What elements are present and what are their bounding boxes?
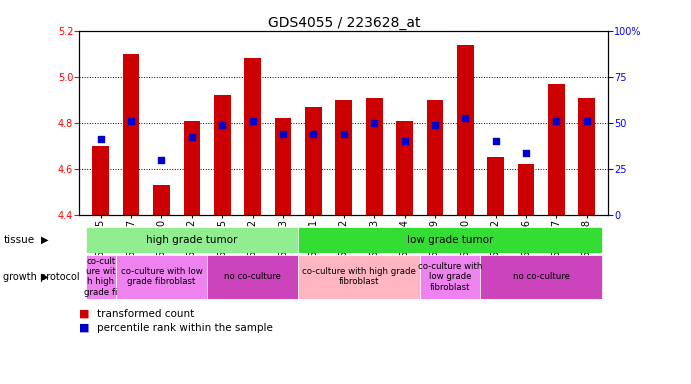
Bar <box>548 84 565 215</box>
Bar <box>305 107 322 215</box>
Bar <box>419 255 480 299</box>
Bar <box>274 118 292 215</box>
Text: tissue: tissue <box>3 235 35 245</box>
Point <box>217 122 228 128</box>
Bar <box>123 54 140 215</box>
Bar <box>93 146 109 215</box>
Point <box>338 131 349 137</box>
Point <box>399 138 410 144</box>
Point <box>490 138 501 144</box>
Point <box>460 115 471 121</box>
Text: co-culture with low
grade fibroblast: co-culture with low grade fibroblast <box>121 267 202 286</box>
Point <box>247 118 258 124</box>
Text: ■: ■ <box>79 323 93 333</box>
Text: no co-culture: no co-culture <box>513 272 569 281</box>
Point <box>581 118 592 124</box>
Bar <box>487 157 504 215</box>
Bar <box>116 255 207 299</box>
Bar <box>207 255 299 299</box>
Bar <box>366 98 383 215</box>
Point <box>520 150 531 156</box>
Text: ▶: ▶ <box>41 271 48 282</box>
Point <box>308 131 319 137</box>
Text: co-cult
ure wit
h high
grade fi: co-cult ure wit h high grade fi <box>84 257 117 297</box>
Point <box>551 118 562 124</box>
Point <box>156 157 167 163</box>
Bar <box>578 98 595 215</box>
Bar <box>396 121 413 215</box>
Point <box>95 136 106 142</box>
Text: co-culture with high grade
fibroblast: co-culture with high grade fibroblast <box>302 267 416 286</box>
Text: no co-culture: no co-culture <box>224 272 281 281</box>
Bar <box>299 227 602 253</box>
Point <box>278 131 289 137</box>
Text: transformed count: transformed count <box>97 309 194 319</box>
Bar <box>153 185 170 215</box>
Bar <box>245 58 261 215</box>
Text: ■: ■ <box>79 309 93 319</box>
Point <box>429 122 440 128</box>
Title: GDS4055 / 223628_at: GDS4055 / 223628_at <box>267 16 420 30</box>
Bar <box>426 100 443 215</box>
Bar <box>86 255 116 299</box>
Bar <box>86 227 299 253</box>
Text: co-culture with
low grade
fibroblast: co-culture with low grade fibroblast <box>418 262 482 291</box>
Text: low grade tumor: low grade tumor <box>407 235 493 245</box>
Point <box>126 118 137 124</box>
Text: high grade tumor: high grade tumor <box>146 235 238 245</box>
Bar <box>214 95 231 215</box>
Text: ▶: ▶ <box>41 235 48 245</box>
Bar <box>518 164 534 215</box>
Point <box>187 134 198 140</box>
Bar <box>480 255 602 299</box>
Point <box>368 120 379 126</box>
Bar <box>457 45 473 215</box>
Bar <box>335 100 352 215</box>
Bar <box>184 121 200 215</box>
Bar <box>299 255 419 299</box>
Text: growth protocol: growth protocol <box>3 271 80 282</box>
Text: percentile rank within the sample: percentile rank within the sample <box>97 323 273 333</box>
